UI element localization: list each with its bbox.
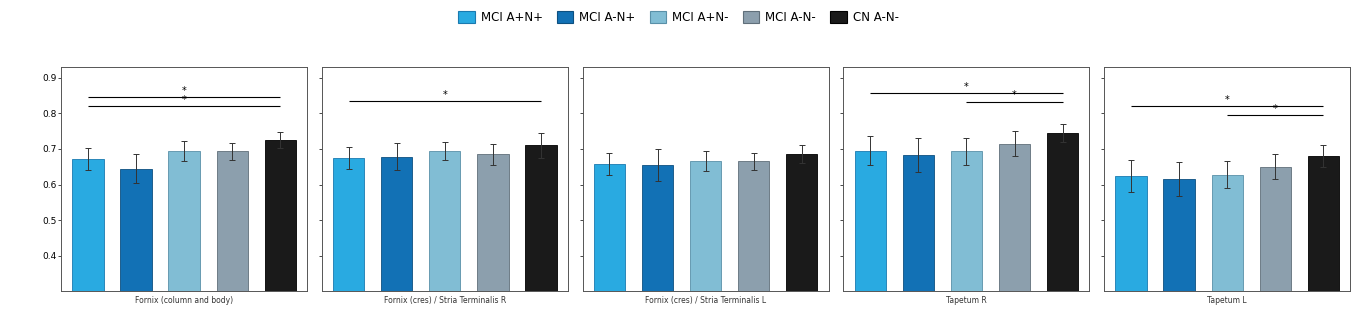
- X-axis label: Fornix (column and body): Fornix (column and body): [134, 295, 233, 305]
- Text: *: *: [442, 90, 448, 100]
- Bar: [1308, 156, 1339, 291]
- Bar: [594, 164, 626, 291]
- Text: *: *: [1225, 95, 1229, 105]
- X-axis label: Fornix (cres) / Stria Terminalis R: Fornix (cres) / Stria Terminalis R: [384, 295, 506, 305]
- Text: *: *: [963, 82, 969, 91]
- Bar: [689, 161, 722, 291]
- Text: *: *: [182, 95, 186, 105]
- Bar: [738, 161, 769, 291]
- Bar: [902, 155, 934, 291]
- Bar: [999, 144, 1030, 291]
- Bar: [1259, 167, 1291, 291]
- Bar: [168, 151, 199, 291]
- Bar: [855, 151, 886, 291]
- X-axis label: Fornix (cres) / Stria Terminalis L: Fornix (cres) / Stria Terminalis L: [645, 295, 767, 305]
- Bar: [1048, 133, 1079, 291]
- Legend: MCI A+N+, MCI A-N+, MCI A+N-, MCI A-N-, CN A-N-: MCI A+N+, MCI A-N+, MCI A+N-, MCI A-N-, …: [453, 6, 904, 28]
- Bar: [951, 151, 982, 291]
- Text: *: *: [1012, 90, 1016, 100]
- Bar: [1115, 176, 1147, 291]
- Bar: [429, 151, 460, 291]
- Bar: [121, 169, 152, 291]
- Bar: [265, 140, 296, 291]
- X-axis label: Tapetum L: Tapetum L: [1208, 295, 1247, 305]
- X-axis label: Tapetum R: Tapetum R: [946, 295, 987, 305]
- Bar: [786, 154, 817, 291]
- Bar: [72, 159, 103, 291]
- Bar: [478, 154, 509, 291]
- Bar: [217, 151, 248, 291]
- Text: *: *: [182, 86, 186, 96]
- Bar: [381, 157, 413, 291]
- Bar: [332, 158, 364, 291]
- Bar: [525, 145, 556, 291]
- Text: *: *: [1273, 104, 1278, 114]
- Bar: [1163, 179, 1194, 291]
- Bar: [1212, 175, 1243, 291]
- Bar: [642, 165, 673, 291]
